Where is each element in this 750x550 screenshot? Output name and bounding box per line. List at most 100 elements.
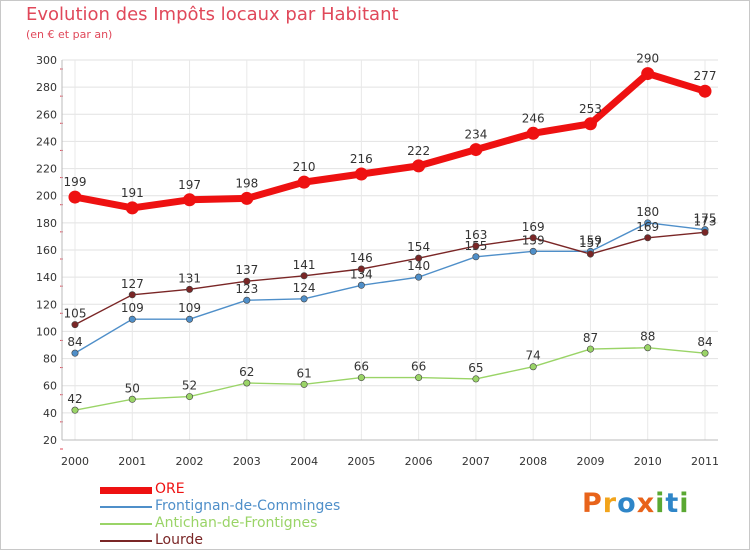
data-point-frontignan-de-comminges <box>128 315 136 323</box>
line-chart: 20 40 60 80 100 120 140 160 180 200 220 240 260 280 30… <box>36 52 719 468</box>
data-point-antichan-de-frontignes <box>529 363 537 371</box>
data-label-lourde: 105 <box>64 307 87 321</box>
y-tick-label: 200 <box>36 190 57 203</box>
series-line-antichan-de-frontignes <box>74 347 706 411</box>
data-label-frontignan-de-comminges: 180 <box>636 205 659 219</box>
data-point-lourde <box>128 291 136 299</box>
data-point-antichan-de-frontignes <box>186 393 194 401</box>
data-label-antichan-de-frontignes: 88 <box>640 330 655 344</box>
chart-title: Evolution des Impôts locaux par Habitant <box>26 4 399 25</box>
data-label-frontignan-de-comminges: 175 <box>694 212 717 226</box>
data-point-ore <box>68 190 82 204</box>
series-line-lourde <box>74 231 706 326</box>
y-tick-label: 20 <box>43 434 57 447</box>
data-point-lourde <box>186 285 194 293</box>
data-label-lourde: 154 <box>407 240 430 254</box>
data-point-frontignan-de-comminges <box>243 296 251 304</box>
data-label-lourde: 131 <box>178 271 201 285</box>
data-point-ore <box>354 167 368 181</box>
y-tick-label: 260 <box>36 108 57 121</box>
data-label-lourde: 169 <box>522 220 545 234</box>
data-label-antichan-de-frontignes: 87 <box>583 331 598 345</box>
data-point-ore <box>412 159 426 173</box>
legend-label-antichan: Antichan-de-Frontignes <box>155 515 318 531</box>
data-label-antichan-de-frontignes: 65 <box>468 361 483 375</box>
data-point-antichan-de-frontignes <box>71 406 79 414</box>
data-point-ore <box>240 191 254 205</box>
data-point-antichan-de-frontignes <box>415 374 423 382</box>
y-tick-label: 220 <box>36 163 57 176</box>
data-point-antichan-de-frontignes <box>586 345 594 353</box>
data-point-frontignan-de-comminges <box>644 219 652 227</box>
data-label-frontignan-de-comminges: 109 <box>121 301 144 315</box>
data-label-lourde: 137 <box>235 263 258 277</box>
data-label-antichan-de-frontignes: 52 <box>182 379 197 393</box>
data-point-ore <box>583 117 597 131</box>
data-label-ore: 199 <box>64 175 87 189</box>
data-label-frontignan-de-comminges: 123 <box>235 282 258 296</box>
x-tick-label: 2005 <box>347 455 375 468</box>
x-tick-label: 2007 <box>462 455 490 468</box>
data-point-antichan-de-frontignes <box>701 349 709 357</box>
data-label-antichan-de-frontignes: 74 <box>526 349 541 363</box>
data-label-lourde: 169 <box>636 220 659 234</box>
legend-swatch-ore <box>100 487 152 494</box>
legend-swatch-frontignan <box>100 506 152 508</box>
data-point-lourde <box>357 265 365 273</box>
y-tick-label: 40 <box>43 407 57 420</box>
series-line-frontignan-de-comminges <box>74 222 706 354</box>
data-point-ore <box>526 126 540 140</box>
data-point-frontignan-de-comminges <box>415 273 423 281</box>
data-point-antichan-de-frontignes <box>644 344 652 352</box>
chart-subtitle: (en € et par an) <box>26 28 113 41</box>
data-label-ore: 216 <box>350 152 373 166</box>
data-point-ore <box>297 175 311 189</box>
data-label-lourde: 127 <box>121 277 144 291</box>
data-label-antichan-de-frontignes: 62 <box>239 365 254 379</box>
y-tick-label: 140 <box>36 271 57 284</box>
data-label-antichan-de-frontignes: 42 <box>67 392 82 406</box>
data-label-ore: 210 <box>293 160 316 174</box>
x-tick-label: 2009 <box>576 455 604 468</box>
data-point-lourde <box>243 277 251 285</box>
data-point-lourde <box>472 242 480 250</box>
data-point-antichan-de-frontignes <box>300 380 308 388</box>
proxiti-logo: Proxiti <box>582 488 690 519</box>
y-tick-label: 300 <box>36 54 57 67</box>
y-tick-label: 180 <box>36 217 57 230</box>
data-label-ore: 234 <box>464 128 487 142</box>
x-tick-label: 2002 <box>176 455 204 468</box>
data-label-ore: 253 <box>579 102 602 116</box>
data-point-lourde <box>529 234 537 242</box>
data-point-frontignan-de-comminges <box>300 295 308 303</box>
data-point-frontignan-de-comminges <box>186 315 194 323</box>
data-label-ore: 246 <box>522 111 545 125</box>
legend-swatch-lourde <box>100 540 152 542</box>
data-label-frontignan-de-comminges: 159 <box>579 233 602 247</box>
legend-label-lourde: Lourde <box>155 532 204 548</box>
y-tick-label: 160 <box>36 244 57 257</box>
data-point-antichan-de-frontignes <box>243 379 251 387</box>
x-tick-label: 2006 <box>405 455 433 468</box>
data-point-ore <box>641 67 655 81</box>
data-label-lourde: 141 <box>293 258 316 272</box>
data-label-antichan-de-frontignes: 84 <box>697 335 712 349</box>
data-point-lourde <box>71 321 79 329</box>
data-label-ore: 290 <box>636 52 659 66</box>
data-label-ore: 197 <box>178 178 201 192</box>
data-label-ore: 277 <box>694 69 717 83</box>
data-label-lourde: 157 <box>579 236 602 250</box>
y-tick-label: 280 <box>36 81 57 94</box>
series-line-ore <box>71 70 709 212</box>
y-tick-label: 240 <box>36 135 57 148</box>
data-point-frontignan-de-comminges <box>472 253 480 261</box>
x-tick-label: 2000 <box>61 455 89 468</box>
data-point-frontignan-de-comminges <box>529 247 537 255</box>
data-label-antichan-de-frontignes: 50 <box>125 381 140 395</box>
y-tick-label: 60 <box>43 380 57 393</box>
data-point-lourde <box>644 234 652 242</box>
data-point-lourde <box>701 228 709 236</box>
data-point-frontignan-de-comminges <box>71 349 79 357</box>
data-point-lourde <box>586 250 594 258</box>
x-tick-label: 2003 <box>233 455 261 468</box>
